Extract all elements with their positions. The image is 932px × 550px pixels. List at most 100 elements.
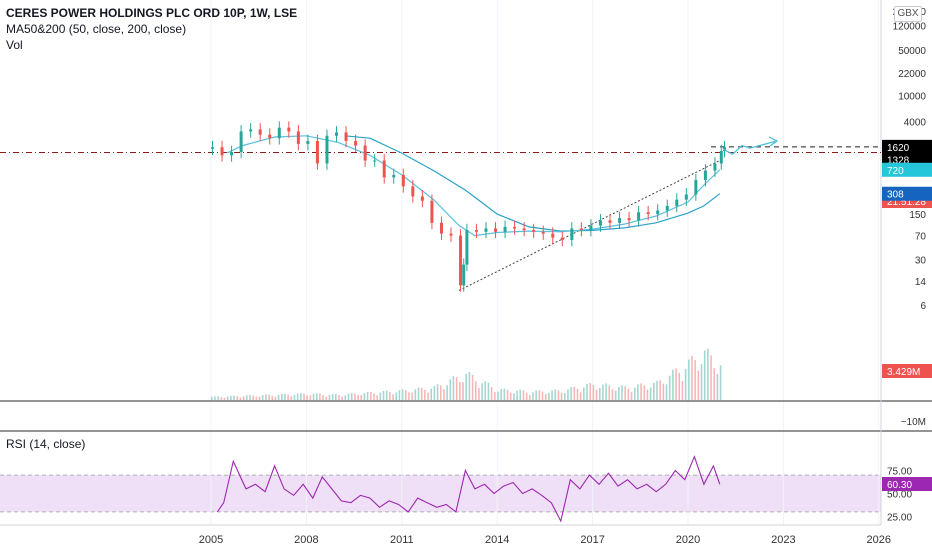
volume-bar (522, 390, 525, 400)
candle (230, 152, 234, 156)
volume-bar (392, 394, 394, 400)
volume-bar (452, 376, 455, 400)
ma-legend[interactable]: MA50&200 (50, close, 200, close) (6, 22, 187, 36)
volume-legend[interactable]: Vol (6, 38, 23, 52)
volume-bar (214, 396, 216, 400)
candle (220, 147, 224, 156)
volume-bar (595, 389, 598, 400)
volume-bar (347, 393, 350, 400)
candle (719, 151, 723, 164)
volume-bar (519, 389, 522, 400)
volume-bar (621, 385, 623, 400)
volume-bar (544, 394, 547, 400)
rsi-tick-label: 75.00 (887, 467, 912, 478)
volume-bar (630, 392, 633, 400)
volume-bar (538, 390, 541, 400)
volume-bar (506, 389, 509, 400)
volume-bar (602, 384, 604, 400)
volume-bar (226, 396, 229, 400)
volume-bar (439, 385, 442, 400)
time-tick-label: 2008 (294, 534, 318, 546)
volume-bar (672, 369, 674, 400)
price-label-box (882, 162, 932, 177)
candle (258, 129, 262, 135)
volume-bar (675, 368, 677, 400)
volume-bar (554, 389, 557, 400)
price-tick-label: 14 (915, 277, 927, 288)
candle (713, 163, 717, 171)
volume-bar (385, 390, 388, 400)
candle (637, 212, 641, 221)
projection-arrow (722, 140, 778, 155)
volume-bar (583, 387, 585, 400)
candle (296, 131, 300, 144)
candle (684, 194, 688, 200)
currency-badge[interactable]: GBX (894, 6, 922, 22)
candle (373, 160, 377, 162)
volume-bar (290, 396, 293, 400)
volume-bar (420, 387, 423, 400)
volume-bar (719, 365, 722, 400)
candle (494, 228, 498, 232)
candle (211, 147, 214, 149)
volume-bar (541, 391, 544, 400)
volume-bar (430, 388, 433, 400)
volume-bar (271, 395, 274, 400)
volume-bar (217, 396, 219, 400)
candle (694, 180, 698, 195)
volume-bar (551, 390, 553, 400)
volume-bar (497, 391, 499, 400)
volume-bar (605, 383, 607, 400)
volume-bar (627, 388, 630, 400)
volume-bar (389, 391, 391, 400)
volume-bar (474, 381, 477, 400)
volume-bar (478, 388, 480, 400)
price-tick-label: 10000 (898, 92, 926, 103)
volume-bar (230, 395, 232, 400)
volume-bar (370, 392, 372, 400)
candle (646, 212, 650, 215)
volume-bar (586, 383, 588, 400)
volume-bar (694, 360, 696, 400)
volume-bar (357, 395, 359, 400)
volume-bar (570, 387, 572, 400)
candle (665, 205, 669, 211)
rsi-legend[interactable]: RSI (14, close) (6, 437, 86, 451)
rsi-line (216, 455, 721, 523)
volume-bar (700, 364, 703, 400)
volume-bar (484, 381, 487, 400)
volume-bar (265, 394, 267, 400)
volume-bar (659, 380, 661, 400)
candle (618, 218, 622, 223)
volume-bar (379, 392, 382, 400)
volume-bar (678, 372, 681, 400)
volume-bar (468, 371, 471, 400)
volume-bar (465, 373, 467, 400)
volume-bar (449, 379, 452, 400)
volume-bar (618, 386, 620, 400)
candle (449, 233, 453, 236)
price-tick-label: 150 (909, 210, 926, 221)
volume-bar (643, 385, 646, 400)
candle (675, 199, 679, 206)
candle (420, 196, 424, 201)
volume-bar (525, 392, 528, 400)
volume-bar (211, 396, 213, 400)
candle (344, 132, 348, 141)
volume-bar (363, 393, 366, 400)
candle (589, 225, 593, 231)
volume-bar (277, 395, 280, 400)
candle (249, 129, 253, 132)
candle (522, 228, 526, 231)
candle (430, 200, 434, 223)
candle (335, 132, 339, 136)
price-tick-label: 120000 (893, 21, 927, 32)
volume-bar (579, 392, 582, 400)
candle (268, 134, 272, 139)
volume-bar (261, 395, 264, 400)
volume-bar (433, 386, 436, 400)
candle (579, 228, 583, 231)
candle (401, 174, 405, 187)
price-tick-label: 50000 (898, 46, 926, 57)
